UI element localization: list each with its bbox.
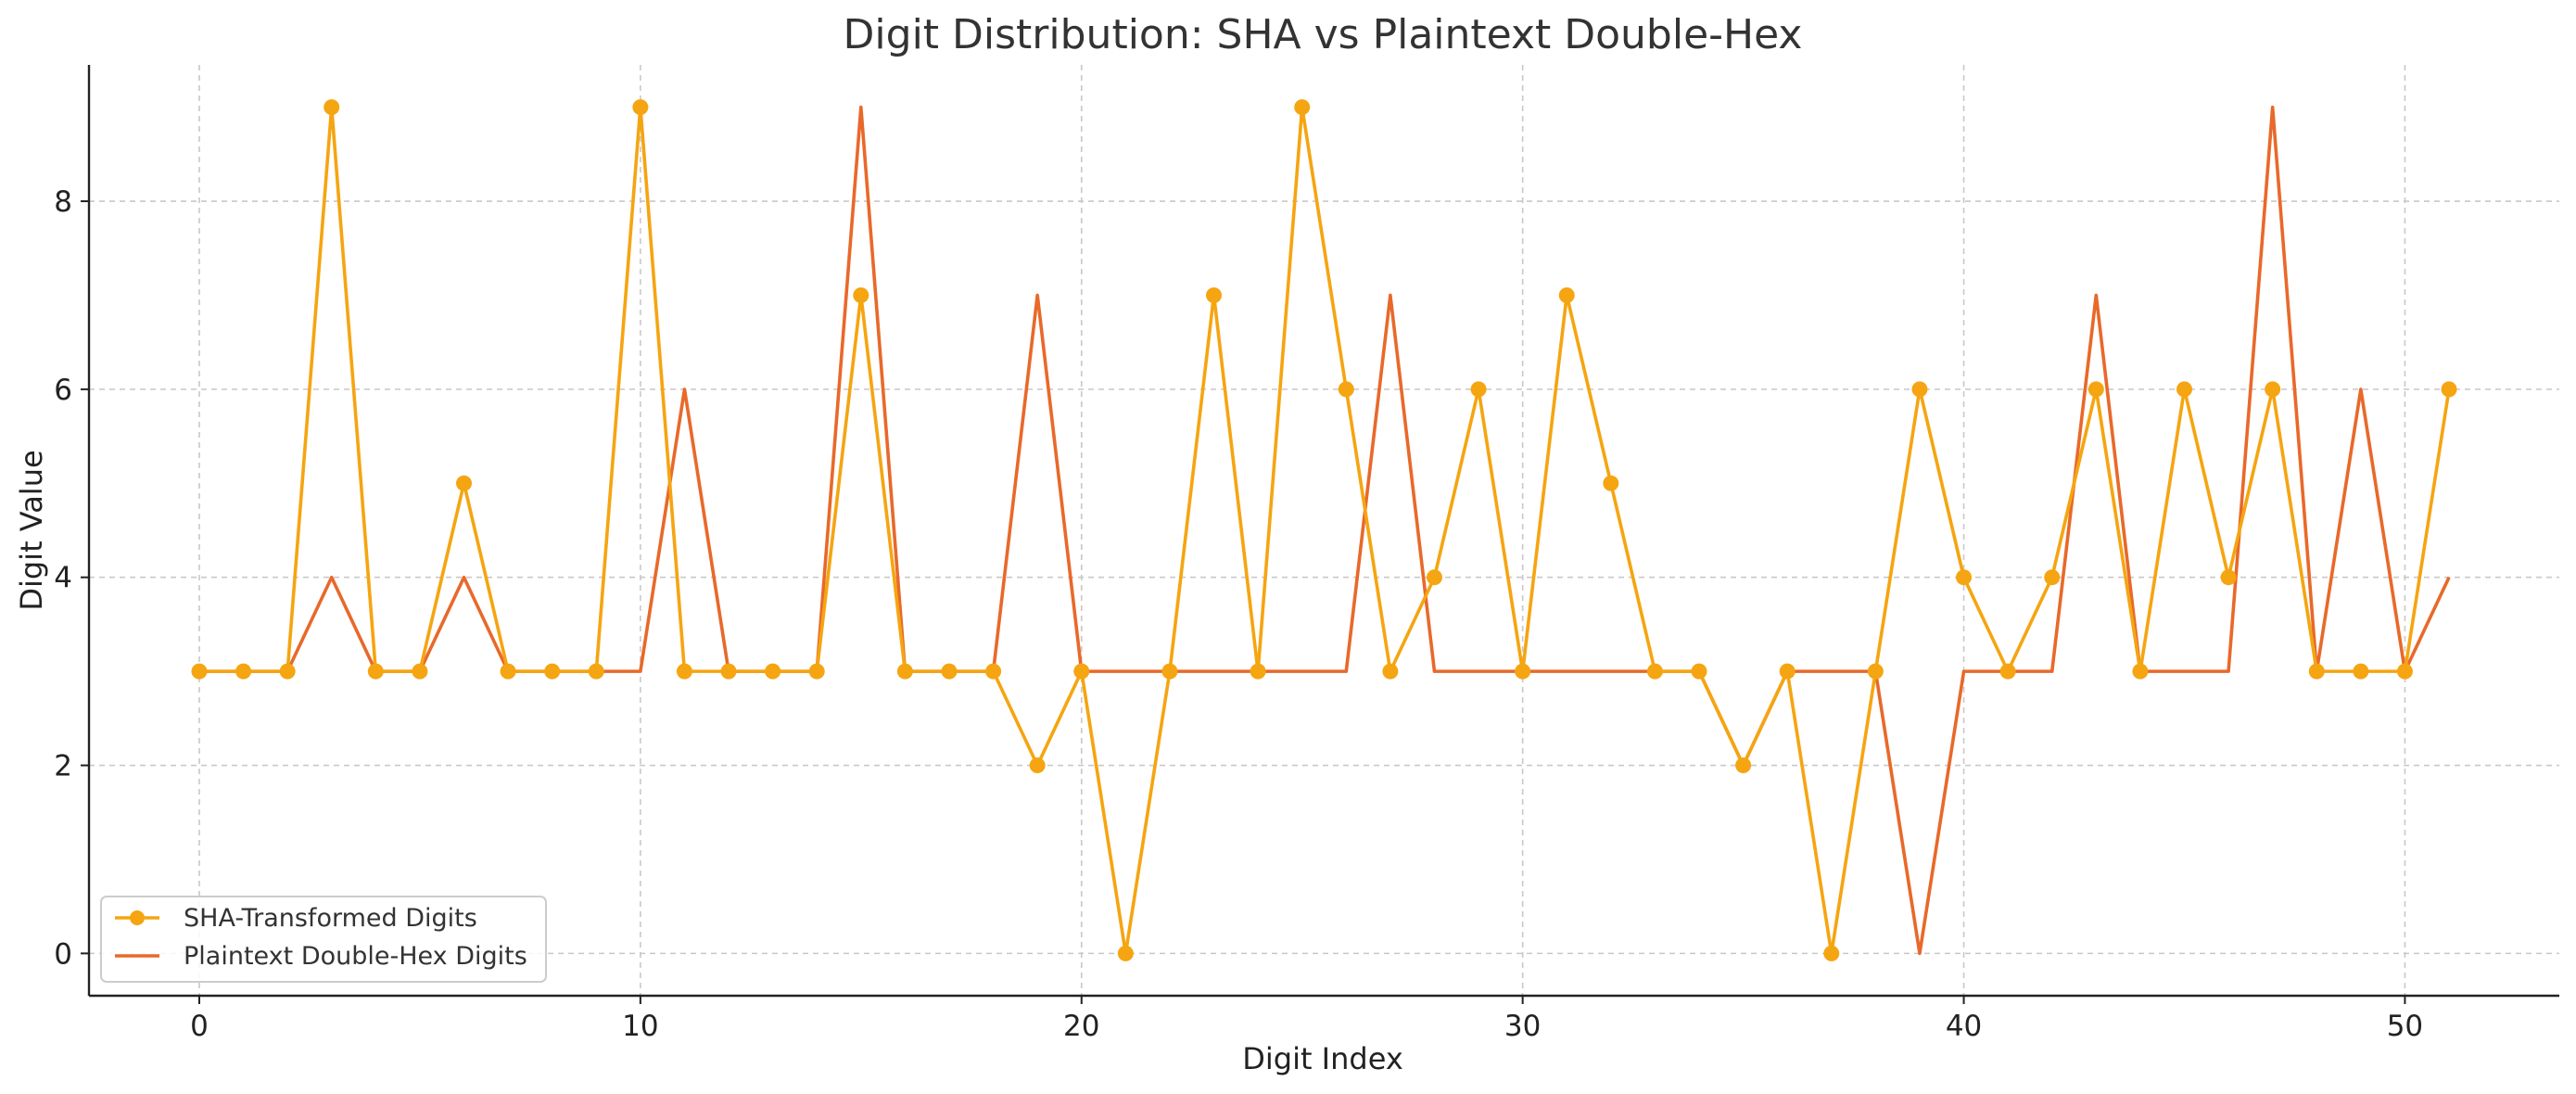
data-point <box>1426 569 1442 586</box>
data-point <box>235 663 252 680</box>
data-point <box>985 663 1002 680</box>
y-tick-label: 6 <box>54 374 72 407</box>
legend-label-sha: SHA-Transformed Digits <box>184 904 477 933</box>
data-point <box>1382 663 1399 680</box>
data-point <box>1470 381 1487 398</box>
axes <box>87 65 2559 998</box>
data-point <box>1735 757 1752 774</box>
data-point <box>676 663 692 680</box>
data-point <box>808 663 825 680</box>
data-point <box>1911 381 1928 398</box>
x-tick-label: 0 <box>190 1010 209 1043</box>
data-point <box>2220 569 2237 586</box>
data-point <box>1867 663 1884 680</box>
data-point <box>588 663 604 680</box>
data-point <box>632 99 649 116</box>
ticks: 0 10 20 30 40 50 0 2 4 6 8 <box>54 185 2423 1043</box>
data-point <box>1073 663 1090 680</box>
x-tick-label: 20 <box>1063 1010 1099 1043</box>
data-point <box>2396 663 2413 680</box>
series-sha <box>191 99 2457 961</box>
data-point <box>2353 663 2369 680</box>
data-point <box>1558 286 1575 303</box>
data-point <box>720 663 737 680</box>
data-point <box>1338 381 1354 398</box>
y-tick-label: 4 <box>54 562 72 595</box>
series-plaintext <box>198 105 2451 956</box>
data-point <box>324 99 340 116</box>
data-point <box>1250 663 1266 680</box>
x-tick-label: 10 <box>622 1010 658 1043</box>
data-point <box>1294 99 1311 116</box>
data-point <box>1603 475 1619 491</box>
data-point <box>1956 569 1973 586</box>
data-point <box>1999 663 2016 680</box>
legend-marker-sha <box>130 910 145 925</box>
legend-box <box>100 896 547 983</box>
legend: SHA-Transformed Digits Plaintext Double-… <box>100 896 547 983</box>
data-point <box>191 663 208 680</box>
data-point <box>1206 286 1223 303</box>
data-point <box>279 663 296 680</box>
data-point <box>896 663 913 680</box>
data-point <box>2087 381 2104 398</box>
chart-title: Digit Distribution: SHA vs Plaintext Dou… <box>844 11 1803 58</box>
y-tick-label: 8 <box>54 185 72 219</box>
data-point <box>456 475 473 491</box>
y-tick-label: 2 <box>54 750 72 783</box>
data-point <box>1161 663 1178 680</box>
x-tick-label: 30 <box>1504 1010 1541 1043</box>
data-point <box>1117 945 1134 961</box>
series <box>191 99 2457 961</box>
y-axis-label: Digit Value <box>14 450 49 610</box>
series-line <box>198 105 2451 956</box>
data-point <box>2132 663 2149 680</box>
data-point <box>765 663 781 680</box>
data-point <box>941 663 958 680</box>
x-tick-label: 50 <box>2387 1010 2423 1043</box>
data-point <box>2044 569 2061 586</box>
data-point <box>1823 945 1840 961</box>
data-point <box>1646 663 1663 680</box>
x-tick-label: 40 <box>1946 1010 1982 1043</box>
x-axis-label: Digit Index <box>1242 1041 1403 1076</box>
series-line <box>198 105 2451 956</box>
y-tick-label: 0 <box>54 937 72 971</box>
data-point <box>1515 663 1531 680</box>
data-point <box>2176 381 2192 398</box>
data-point <box>500 663 516 680</box>
data-point <box>1029 757 1046 774</box>
data-point <box>1779 663 1796 680</box>
data-point <box>2308 663 2325 680</box>
grid <box>89 65 2559 996</box>
data-point <box>544 663 561 680</box>
legend-label-plaintext: Plaintext Double-Hex Digits <box>184 942 527 971</box>
data-point <box>412 663 428 680</box>
data-point <box>367 663 384 680</box>
data-point <box>2441 381 2457 398</box>
data-point <box>1691 663 1707 680</box>
data-point <box>853 286 869 303</box>
data-point <box>2265 381 2281 398</box>
